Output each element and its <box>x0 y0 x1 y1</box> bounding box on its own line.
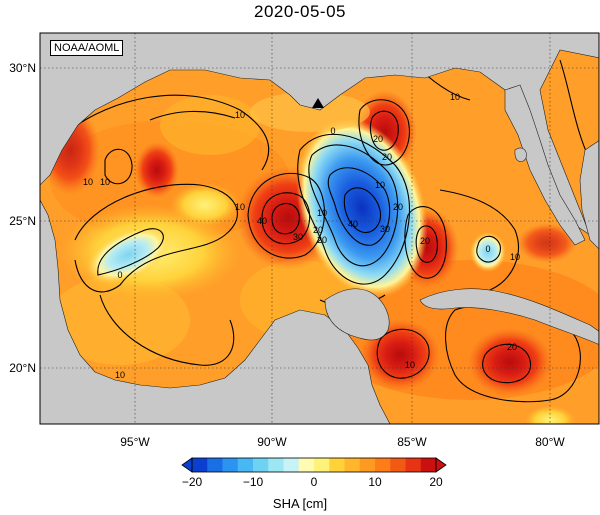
colorbar-cell <box>237 458 254 472</box>
contour-label: 20 <box>313 225 323 235</box>
colorbar-cell <box>298 458 315 472</box>
contour-label: 10 <box>405 360 415 370</box>
colorbar-left-arrow <box>181 457 193 473</box>
contour-label: 0 <box>330 126 335 136</box>
colorbar-cell <box>207 458 223 472</box>
colorbar-tick-label: 0 <box>311 475 318 489</box>
colorbar-tick-label: −10 <box>243 475 264 489</box>
warm-eddy <box>135 142 179 198</box>
lon-label: 80°W <box>535 435 565 449</box>
colorbar-title: SHA [cm] <box>272 496 328 511</box>
colorbar-tick-label: −20 <box>182 475 203 489</box>
contour-label: 20 <box>393 202 403 212</box>
contour-label: 20 <box>420 236 430 246</box>
lat-label: 20°N <box>9 361 36 375</box>
triangle-marker <box>312 98 324 108</box>
contour-label: 20 <box>317 235 327 245</box>
contour-label: 20 <box>373 134 383 144</box>
colorbar-tick-label: 10 <box>368 475 382 489</box>
contour-label: 0 <box>485 244 490 254</box>
colorbar-cell <box>390 458 406 472</box>
credit-label: NOAA/AOML <box>50 40 124 56</box>
colorbar-cell <box>344 458 361 472</box>
map-title: 2020-05-05 <box>254 2 346 21</box>
colorbar-right-arrow <box>435 457 447 473</box>
colorbar-cell <box>375 458 391 472</box>
warm-eddy <box>468 328 552 396</box>
colorbar-cell <box>222 458 239 472</box>
colorbar-tick-label: 20 <box>429 475 443 489</box>
map-frame <box>39 32 600 425</box>
contour-lines <box>69 59 591 403</box>
colorbar-cell <box>329 458 345 472</box>
lat-label: 30°N <box>9 61 36 75</box>
contour-label: 10 <box>115 370 125 380</box>
contour-label: 30 <box>380 224 390 234</box>
contour-label: 10 <box>510 252 520 262</box>
sha-anomaly-field <box>250 92 370 132</box>
contour-label: 0 <box>117 270 122 280</box>
contour-label: 20 <box>382 152 392 162</box>
contour-label: 10 <box>100 177 110 187</box>
colorbar-ticks: −20 −10 0 10 20 <box>182 475 443 489</box>
graticule <box>40 33 599 424</box>
contour-label: 40 <box>348 219 358 229</box>
contour-label: 30 <box>293 232 303 242</box>
contour-label: 10 <box>235 110 245 120</box>
colorbar-cell <box>359 458 376 472</box>
sha-anomaly-field <box>85 226 171 284</box>
contour-label: 10 <box>450 92 460 102</box>
colorbar: −20 −10 0 10 20 <box>181 457 447 489</box>
lon-label: 90°W <box>257 435 287 449</box>
colorbar-cell <box>420 458 437 472</box>
contour-label: 10 <box>317 208 327 218</box>
colorbar-frame <box>191 457 437 473</box>
colorbar-cells <box>192 458 437 472</box>
colorbar-cell <box>283 458 300 472</box>
colorbar-cell <box>405 458 422 472</box>
lon-label: 85°W <box>397 435 427 449</box>
colorbar-cell <box>314 458 330 472</box>
contour-label: 40 <box>257 216 267 226</box>
lon-label: 95°W <box>120 435 150 449</box>
contour-label: 20 <box>507 342 517 352</box>
warm-eddy <box>517 223 577 263</box>
contour-label: 10 <box>235 202 245 212</box>
cold-eddy <box>296 118 428 298</box>
contour-label: 10 <box>83 177 93 187</box>
warm-eddy <box>525 406 575 424</box>
lat-label: 25°N <box>9 214 36 228</box>
colorbar-cell <box>268 458 284 472</box>
sha-anomaly-field <box>170 183 240 227</box>
contour-label: 10 <box>375 180 385 190</box>
sha-anomaly-field <box>160 95 260 155</box>
colorbar-cell <box>253 458 269 472</box>
colorbar-cell <box>192 458 208 472</box>
